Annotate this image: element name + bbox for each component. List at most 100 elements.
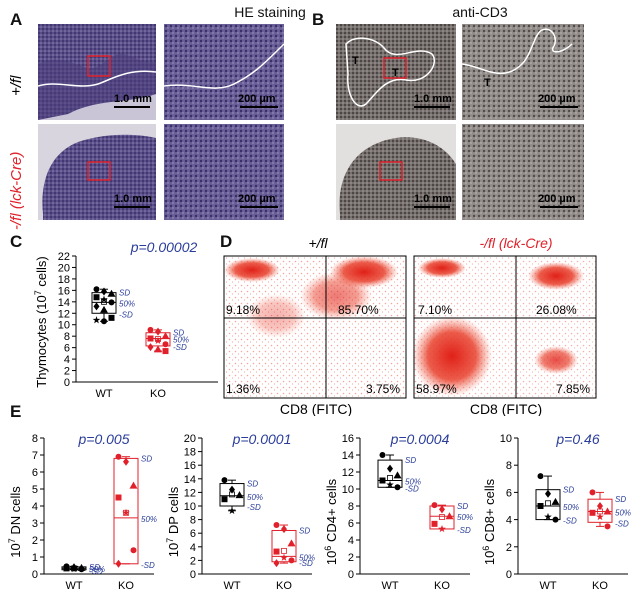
y-tick-label: 0 (64, 377, 70, 389)
sd-label: -SD (89, 567, 103, 576)
data-point (115, 453, 122, 460)
median-label: 50% (457, 513, 473, 522)
y-tick-label: 10 (342, 484, 354, 496)
y-tick-label: 6 (506, 487, 512, 499)
t-region-label: T (484, 77, 491, 89)
flow-plot-knockout: 7.10% 26.08% 58.97% 7.85% (412, 255, 597, 399)
data-point (123, 457, 129, 466)
median-label: 50% (405, 478, 421, 487)
quadrant-ul: 9.18% (226, 303, 260, 317)
row-label-control: +/fl (8, 75, 25, 96)
y-tick-label: 6 (348, 518, 354, 530)
median-label: 50% (141, 515, 157, 524)
sd-label: SD (173, 329, 184, 338)
data-point (431, 520, 438, 527)
y-tick-label: 2 (64, 366, 70, 378)
data-point (228, 506, 236, 514)
y-tick-label: 0 (32, 569, 38, 581)
y-tick-label: 18 (184, 447, 196, 459)
cd3-micrograph-control-high: T 200 µm (462, 24, 584, 120)
median-label: 50% (563, 503, 579, 512)
cd4-cells-box-plot: p=0.0004 106 CD4+ cells 0 2 4 6 8 10 12 14 16 SD 50%… (323, 431, 473, 592)
x-category-label: WT (95, 388, 112, 400)
data-point (115, 559, 122, 568)
y-tick-label: 12 (184, 487, 196, 499)
sd-label: SD (299, 526, 310, 535)
y-axis-label: 107 DN cells (7, 486, 23, 558)
y-tick-label: 12 (342, 467, 354, 479)
y-tick-label: 2 (506, 542, 512, 554)
data-point (130, 547, 137, 554)
data-point (147, 326, 154, 333)
data-point (273, 559, 280, 568)
data-point (221, 477, 228, 484)
data-point (604, 523, 611, 530)
data-point (589, 509, 596, 516)
cd3-micrograph-knockout-high: 200 µm (462, 124, 584, 220)
flow-title-knockout: -/fl (lck-Cre) (479, 236, 552, 251)
y-tick-label: 6 (190, 528, 196, 540)
sd-label: SD (405, 456, 416, 465)
y-tick-label: 12 (58, 308, 70, 320)
pvalue-label: p=0.46 (555, 431, 599, 447)
scale-bar (414, 206, 450, 208)
data-point (63, 565, 70, 572)
scale-label: 200 µm (538, 93, 576, 105)
scale-label: 1.0 mm (414, 93, 452, 105)
t-region-label: T (392, 67, 399, 79)
scale-label: 200 µm (238, 193, 276, 205)
mean-marker (545, 500, 551, 507)
cd3-micrograph-control-low: T T 1.0 mm (336, 24, 456, 120)
y-tick-label: 8 (64, 331, 70, 343)
scale-bar (240, 206, 278, 208)
data-point (107, 289, 116, 297)
x-category-label: KO (434, 580, 450, 592)
median-label: 50% (299, 553, 315, 562)
scale-bar (540, 206, 578, 208)
x-category-label: WT (381, 580, 398, 592)
data-point (379, 452, 386, 458)
quadrant-lr: 3.75% (366, 382, 400, 396)
flow-x-axis-label: CD8 (FITC) (470, 401, 542, 416)
panel-b-label: B (312, 10, 325, 29)
quadrant-lr: 7.85% (556, 382, 590, 396)
panel-b-title: anti-CD3 (452, 4, 508, 20)
scale-bar (114, 206, 150, 208)
y-tick-label: 20 (58, 262, 70, 274)
data-point (545, 489, 551, 498)
sd-label: SD (119, 289, 130, 298)
y-tick-label: 18 (58, 274, 70, 286)
data-point (100, 305, 108, 313)
y-tick-label: 8 (190, 515, 196, 527)
y-tick-label: 4 (190, 542, 196, 554)
y-tick-label: 7 (32, 450, 38, 462)
he-micrograph-knockout-high: 200 µm (164, 124, 284, 220)
data-point (92, 316, 101, 324)
he-micrograph-knockout-low: 1.0 mm (38, 124, 156, 220)
y-tick-label: 8 (506, 460, 512, 472)
data-point (93, 294, 100, 301)
sd-label: -SD (247, 503, 261, 512)
data-point (100, 295, 108, 303)
he-micrograph-control-high: 200 µm (164, 24, 284, 120)
sd-label: -SD (119, 310, 133, 319)
data-point (544, 512, 552, 521)
sd-label: -SD (141, 561, 155, 570)
he-micrograph-control-low: 1.0 mm (38, 24, 156, 120)
data-point (386, 480, 394, 488)
pvalue-label: p=0.0004 (390, 431, 450, 447)
y-tick-label: 8 (348, 501, 354, 513)
data-point (147, 343, 154, 352)
data-point (93, 286, 100, 293)
data-point (162, 348, 169, 355)
sd-label: -SD (457, 526, 471, 535)
row-label-knockout: -/fl (lck-Cre) (8, 151, 25, 230)
data-point (229, 485, 235, 494)
y-tick-label: 14 (342, 450, 354, 462)
data-point (101, 318, 107, 325)
sd-label: -SD (173, 343, 187, 352)
data-point (537, 503, 544, 509)
sd-label: -SD (405, 484, 419, 493)
data-point (287, 539, 296, 547)
